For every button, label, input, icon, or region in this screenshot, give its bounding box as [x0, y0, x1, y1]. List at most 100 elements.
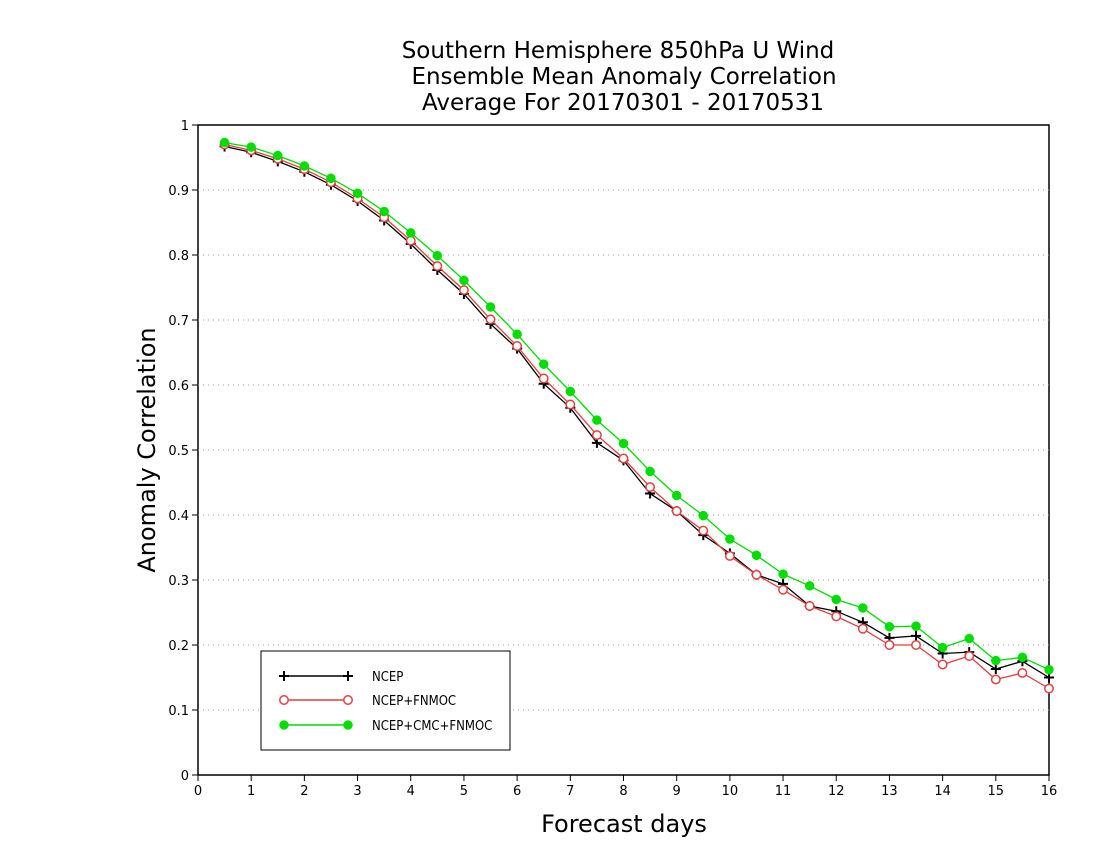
data-point-open-circle [512, 341, 523, 351]
chart-title: Southern Hemisphere 850hPa U Wind Ensemb… [402, 38, 837, 116]
data-point-open-circle [724, 551, 735, 561]
data-point-filled-circle [592, 415, 602, 425]
data-point-open-circle [343, 695, 353, 705]
x-tick-label: 4 [407, 784, 415, 799]
y-tick-label: 0.3 [168, 574, 189, 589]
data-point-filled-circle [804, 581, 815, 591]
x-tick-label: 14 [934, 784, 951, 799]
y-tick-label: 0.4 [168, 509, 189, 524]
data-point-open-circle [565, 399, 576, 410]
data-point-filled-circle [379, 206, 389, 217]
data-point-filled-circle [858, 603, 868, 613]
data-point-filled-circle [246, 142, 256, 152]
title-line-1: Southern Hemisphere 850hPa U Wind [402, 38, 835, 64]
data-point-filled-circle [884, 622, 895, 632]
series-ncep [219, 141, 1054, 683]
data-point-filled-circle [219, 137, 230, 148]
data-point-filled-circle [751, 550, 762, 561]
data-point-filled-circle [459, 275, 469, 286]
data-point-filled-circle [538, 359, 549, 369]
x-tick-label: 15 [988, 784, 1005, 799]
x-axis: 0 1 2 3 4 5 6 7 8 9 10 11 12 13 14 15 16 [194, 775, 1057, 799]
data-point-filled-circle [485, 302, 496, 312]
data-point-open-circle [698, 525, 709, 536]
data-point-filled-circle [352, 188, 363, 198]
data-point-open-circle [804, 601, 815, 611]
data-point-open-circle [884, 640, 895, 650]
data-point-plus [990, 664, 1001, 675]
data-point-open-circle [831, 611, 842, 622]
x-tick-label: 3 [353, 784, 361, 799]
x-tick-label: 16 [1041, 784, 1058, 799]
data-point-filled-circle [778, 569, 788, 579]
y-tick-label: 0.5 [168, 444, 189, 459]
data-point-filled-circle [343, 720, 353, 730]
x-tick-label: 9 [673, 784, 681, 799]
legend-item: NCEP+FNMOC [279, 694, 456, 709]
legend-label: NCEP+CMC+FNMOC [372, 719, 492, 734]
data-point-open-circle [618, 453, 629, 464]
y-tick-label: 0.1 [168, 704, 189, 719]
x-tick-label: 11 [775, 784, 792, 799]
grid [198, 189, 1049, 711]
y-tick-label: 0.7 [168, 314, 189, 329]
data-point-open-circle [538, 373, 549, 384]
series-line [224, 141, 1050, 671]
data-point-filled-circle [326, 173, 336, 184]
data-point-filled-circle [565, 386, 576, 397]
data-point-open-circle [1017, 668, 1028, 678]
data-point-open-circle [911, 640, 921, 650]
data-point-filled-circle [1044, 664, 1054, 675]
data-point-filled-circle [671, 490, 682, 501]
data-point-filled-circle [279, 720, 289, 730]
data-point-open-circle [458, 285, 469, 296]
legend-label: NCEP [372, 670, 403, 685]
title-line-2: Ensemble Mean Anomaly Correlation [411, 64, 836, 90]
x-tick-label: 1 [247, 784, 255, 799]
data-point-open-circle [778, 584, 789, 595]
data-point-plus [279, 671, 289, 681]
data-point-open-circle [591, 430, 602, 440]
data-point-filled-circle [299, 161, 310, 171]
data-point-open-circle [671, 506, 682, 517]
data-point-filled-circle [725, 534, 735, 544]
data-point-open-circle [645, 482, 656, 492]
x-tick-label: 13 [881, 784, 898, 799]
data-point-filled-circle [1017, 652, 1028, 663]
data-point-open-circle [485, 314, 496, 325]
data-point-open-circle [937, 659, 948, 670]
x-tick-label: 2 [300, 784, 308, 799]
data-point-open-circle [751, 569, 762, 580]
x-tick-label: 8 [619, 784, 627, 799]
x-tick-label: 6 [513, 784, 521, 799]
data-point-filled-circle [273, 150, 283, 161]
x-tick-label: 7 [566, 784, 574, 799]
x-tick-label: 10 [722, 784, 739, 799]
series-ncep-cmc-fnmoc [219, 137, 1054, 675]
data-point-filled-circle [991, 655, 1001, 666]
data-point-filled-circle [937, 642, 948, 653]
data-point-open-circle [990, 674, 1001, 685]
data-point-open-circle [279, 695, 289, 705]
data-point-open-circle [405, 235, 416, 246]
legend-item: NCEP [279, 670, 403, 685]
data-point-filled-circle [512, 329, 522, 340]
data-point-open-circle [964, 651, 975, 661]
legend-label: NCEP+FNMOC [372, 694, 456, 709]
title-line-3: Average For 20170301 - 20170531 [422, 90, 824, 116]
x-tick-label: 12 [828, 784, 845, 799]
series-line [224, 143, 1050, 690]
y-tick-label: 0.2 [168, 639, 189, 654]
data-point-filled-circle [698, 510, 709, 521]
series-layer [219, 137, 1054, 694]
y-axis-label: Anomaly Correlation [133, 327, 161, 572]
data-point-filled-circle [831, 594, 841, 605]
series-line [224, 145, 1050, 679]
series-ncep-fnmoc [219, 139, 1054, 694]
data-point-open-circle [432, 261, 443, 271]
y-tick-label: 1 [181, 119, 189, 134]
data-point-filled-circle [406, 228, 416, 238]
y-tick-label: 0.9 [168, 184, 189, 199]
legend-item: NCEP+CMC+FNMOC [279, 719, 492, 734]
